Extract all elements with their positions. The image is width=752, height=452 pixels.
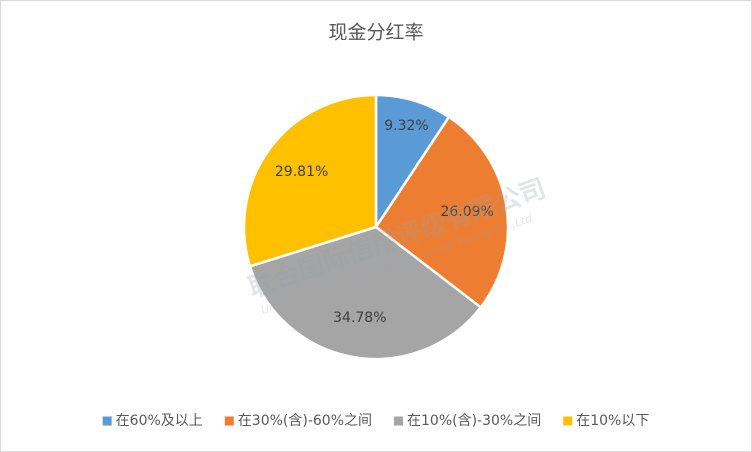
data-label: 29.81% [275,164,328,180]
pie: 9.32% 26.09% 34.78% 29.81% [242,93,510,361]
legend-label: 在10%以下 [576,413,649,429]
legend-swatch [102,416,112,426]
chart-title: 现金分红率 [328,22,423,44]
pie-slice [374,115,510,310]
legend-label: 在60%及以上 [116,413,203,429]
pie-slice [242,93,378,268]
pie-slice [374,93,451,232]
legend-item: 在10%以下 [563,413,649,429]
legend-label: 在10%(含)-30%之间 [407,413,541,429]
legend-item: 在30%(含)-60%之间 [224,413,372,429]
pie-slice [248,225,483,361]
legend: 在60%及以上 在30%(含)-60%之间 在10%(含)-30%之间 在10%以下 [102,413,649,429]
legend-item: 在10%(含)-30%之间 [394,413,541,429]
data-label: 34.78% [333,310,386,326]
data-label: 26.09% [440,204,493,220]
legend-swatch [394,416,403,426]
data-label: 9.32% [384,118,428,134]
legend-swatch [563,416,573,426]
legend-swatch [224,416,234,426]
legend-label: 在30%(含)-60%之间 [238,413,372,429]
legend-item: 在60%及以上 [102,413,203,429]
